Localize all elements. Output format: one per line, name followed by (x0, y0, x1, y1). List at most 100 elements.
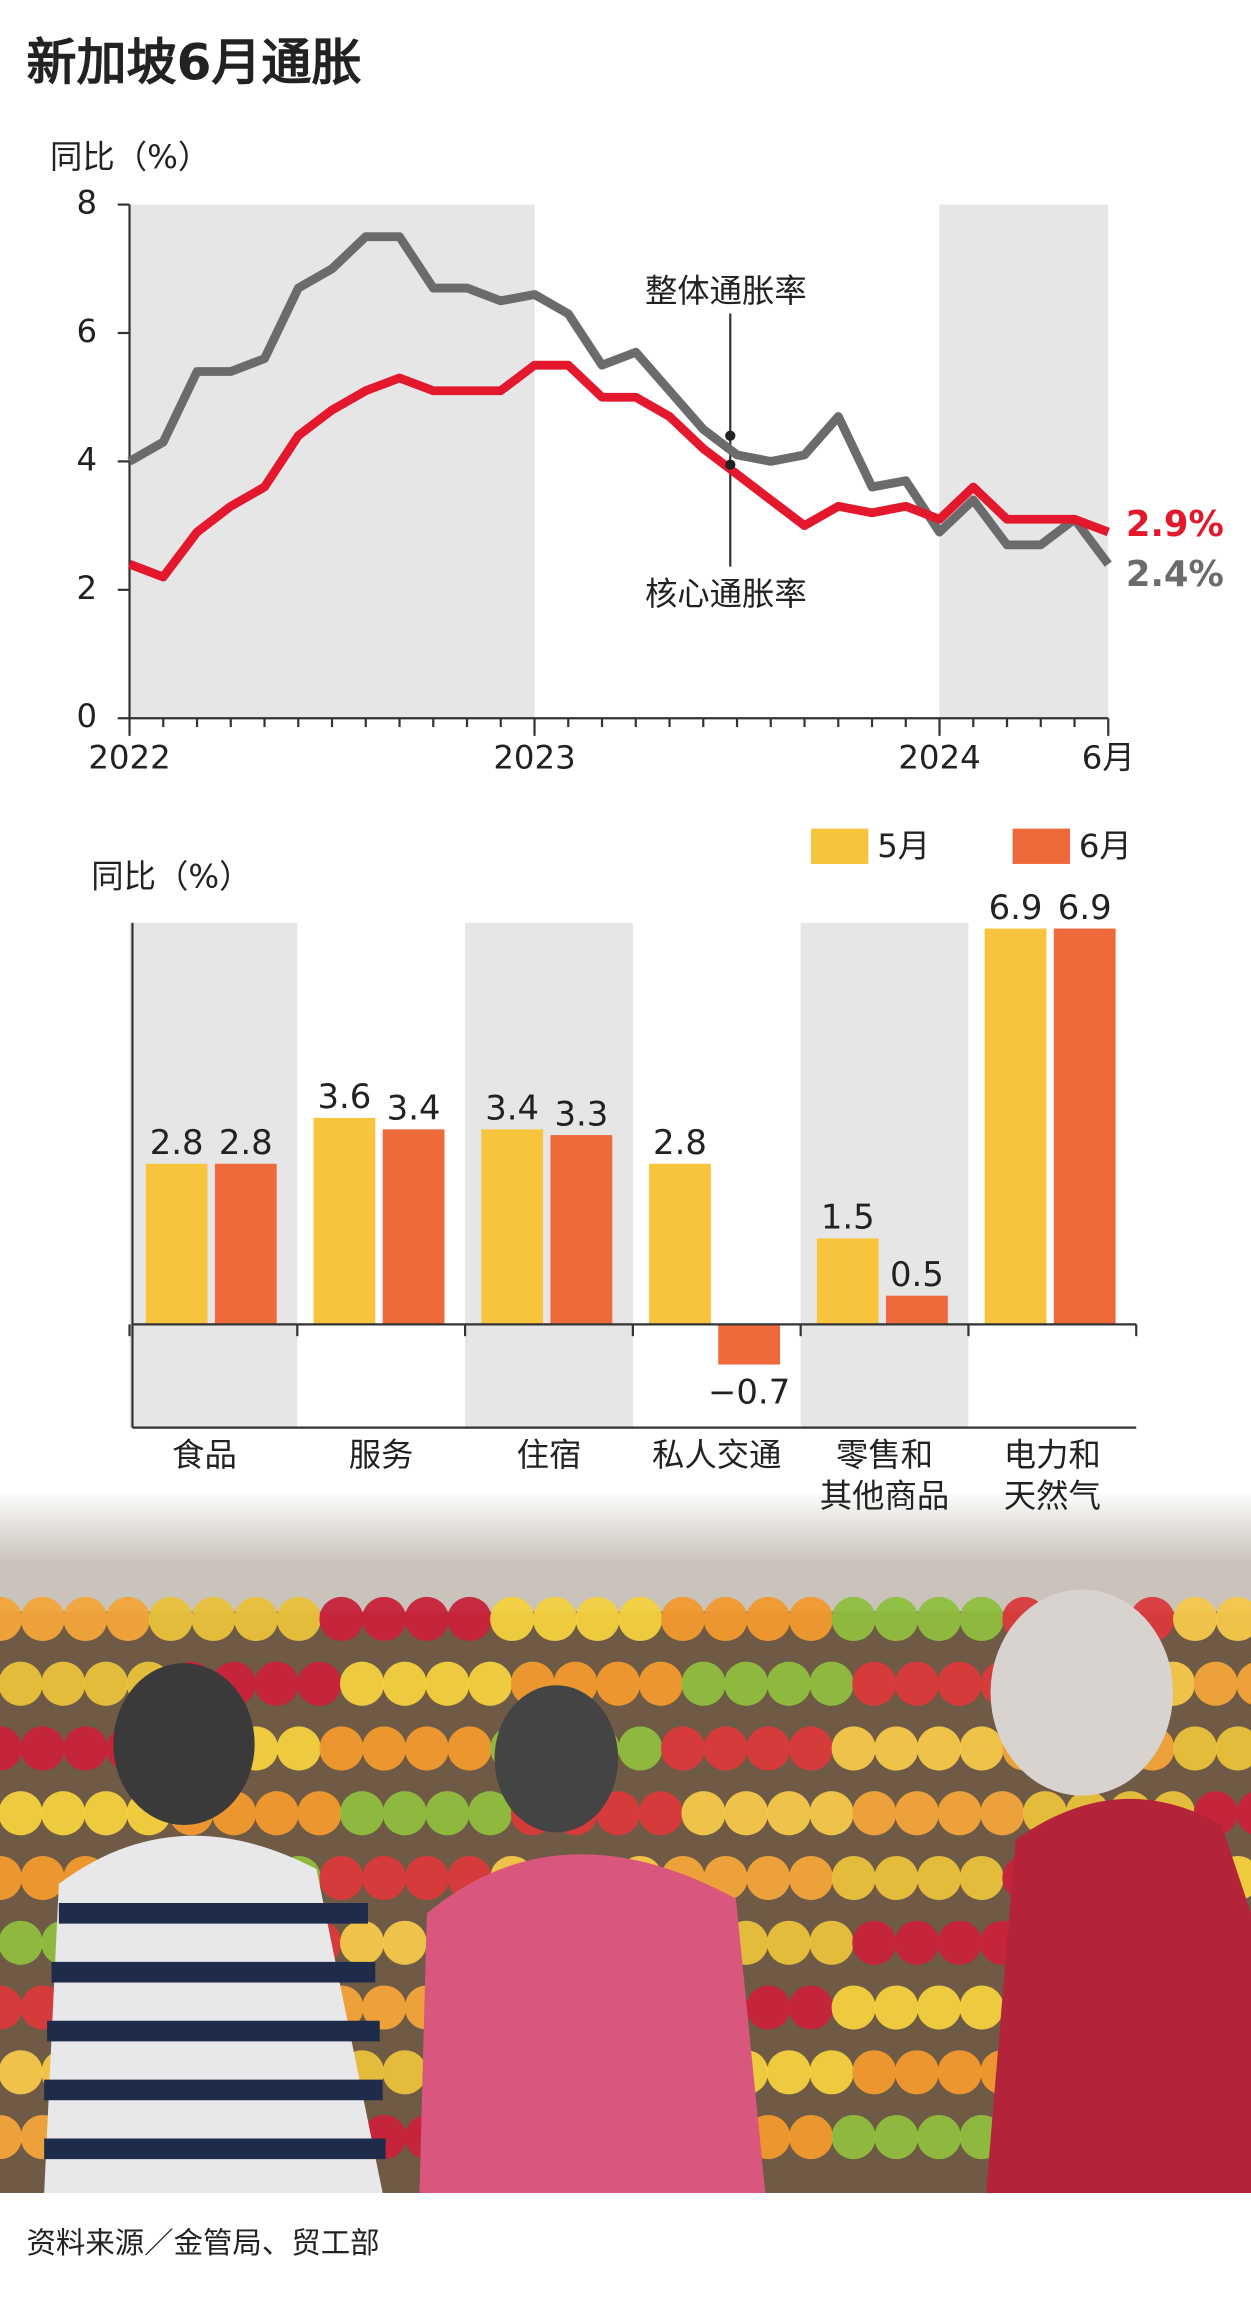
fruit (41, 1661, 86, 1706)
fruit (852, 1920, 897, 1965)
person (419, 1854, 766, 2193)
end-label: 2.4% (1126, 554, 1224, 595)
fruit (425, 1791, 470, 1836)
fruit (404, 1596, 449, 1642)
fruit (63, 1726, 108, 1771)
fruit (0, 1726, 23, 1771)
fruit (596, 1791, 641, 1836)
fruit (788, 1985, 834, 2030)
fruit (297, 1791, 342, 1836)
fruit (980, 1791, 1025, 1836)
bar (1053, 928, 1116, 1325)
value-label: 6.9 (1058, 888, 1112, 927)
fruit (852, 1791, 897, 1836)
value-label: −0.7 (708, 1372, 790, 1411)
end-label: 2.9% (1126, 504, 1224, 545)
value-label: 2.8 (653, 1123, 707, 1162)
fruit (746, 1596, 791, 1642)
legend-label: 6月 (1079, 827, 1132, 865)
value-label: 3.3 (554, 1094, 608, 1133)
x-tick-label: 零售和 其他商品 (819, 1437, 950, 1516)
fruit (425, 1661, 470, 1706)
person (44, 1835, 383, 2193)
fruit (809, 1661, 854, 1706)
fruit (937, 1920, 982, 1965)
fruit (766, 1661, 811, 1706)
y-tick-label: 2 (77, 569, 98, 607)
fruit (319, 1855, 364, 1901)
fruit (362, 1985, 407, 2030)
fruit (746, 1985, 791, 2030)
line-series (127, 360, 1110, 582)
fruit (148, 1596, 193, 1642)
fruit (0, 1661, 43, 1706)
fruit (916, 1855, 962, 1901)
bar (886, 1295, 948, 1325)
fruit (532, 1596, 577, 1642)
bar (214, 1163, 277, 1325)
person (986, 1798, 1251, 2193)
fruit (20, 1596, 65, 1642)
fruit (1215, 1596, 1251, 1642)
value-label: 1.5 (821, 1198, 875, 1237)
fruit (894, 1791, 940, 1836)
fruit (63, 1596, 108, 1642)
fruit (766, 2050, 811, 2095)
fruit (0, 1596, 23, 1642)
value-label: 3.4 (387, 1089, 441, 1128)
fruit (894, 1661, 940, 1706)
fruit (916, 1596, 962, 1642)
fruit (874, 1855, 919, 1901)
x-tick-label: 私人交通 (651, 1437, 782, 1475)
x-tick-label: 6月 (1082, 738, 1135, 776)
annotation: 整体通胀率 (645, 272, 807, 310)
fruit (766, 1791, 811, 1836)
fruit (724, 1791, 769, 1836)
fruit (724, 1661, 769, 1706)
fruit (703, 1726, 748, 1771)
fruit (339, 1791, 385, 1836)
fruit (1236, 1792, 1251, 1835)
value-label: 2.8 (219, 1123, 273, 1162)
annotation: 核心通胀率 (645, 575, 807, 613)
fruit (874, 2114, 919, 2160)
fruit (404, 1855, 449, 1901)
fruit (831, 1596, 876, 1642)
y-tick-label: 8 (77, 184, 98, 222)
fruit (575, 1596, 620, 1642)
fruit (362, 1726, 407, 1771)
x-tick-label: 食品 (172, 1437, 237, 1475)
fruit (788, 1855, 834, 1901)
fruit (852, 2050, 897, 2095)
source: 资料来源／金管局、贸工部 (26, 2226, 379, 2260)
bar (382, 1129, 445, 1325)
fruit (638, 1791, 683, 1836)
fruit (1215, 1726, 1251, 1771)
fruit (874, 1726, 919, 1771)
fruit (0, 1985, 23, 2030)
fruit (831, 1726, 876, 1771)
band (129, 204, 535, 719)
bar (550, 1135, 613, 1325)
annotation-dot (725, 459, 736, 470)
fruit (382, 1791, 427, 1836)
fruit (1173, 1596, 1218, 1642)
fruit (20, 1855, 65, 1901)
fruit (382, 1661, 427, 1706)
y-axis-label: 同比（%） (50, 138, 210, 176)
fruit (874, 1596, 919, 1642)
bar (313, 1117, 376, 1325)
title: 新加坡6月通胀 (26, 34, 361, 92)
fruit (1173, 1726, 1218, 1771)
fruit (382, 1920, 427, 1965)
fruit (276, 1726, 321, 1771)
fruit (297, 1661, 342, 1706)
fruit (788, 1596, 834, 1642)
fruit (618, 1596, 663, 1642)
fruit (362, 1596, 407, 1642)
fruit (660, 1596, 705, 1642)
fruit (681, 1661, 726, 1706)
legend-swatch (1012, 828, 1070, 864)
x-tick-label: 2023 (493, 738, 575, 776)
legend-label: 5月 (877, 827, 930, 865)
